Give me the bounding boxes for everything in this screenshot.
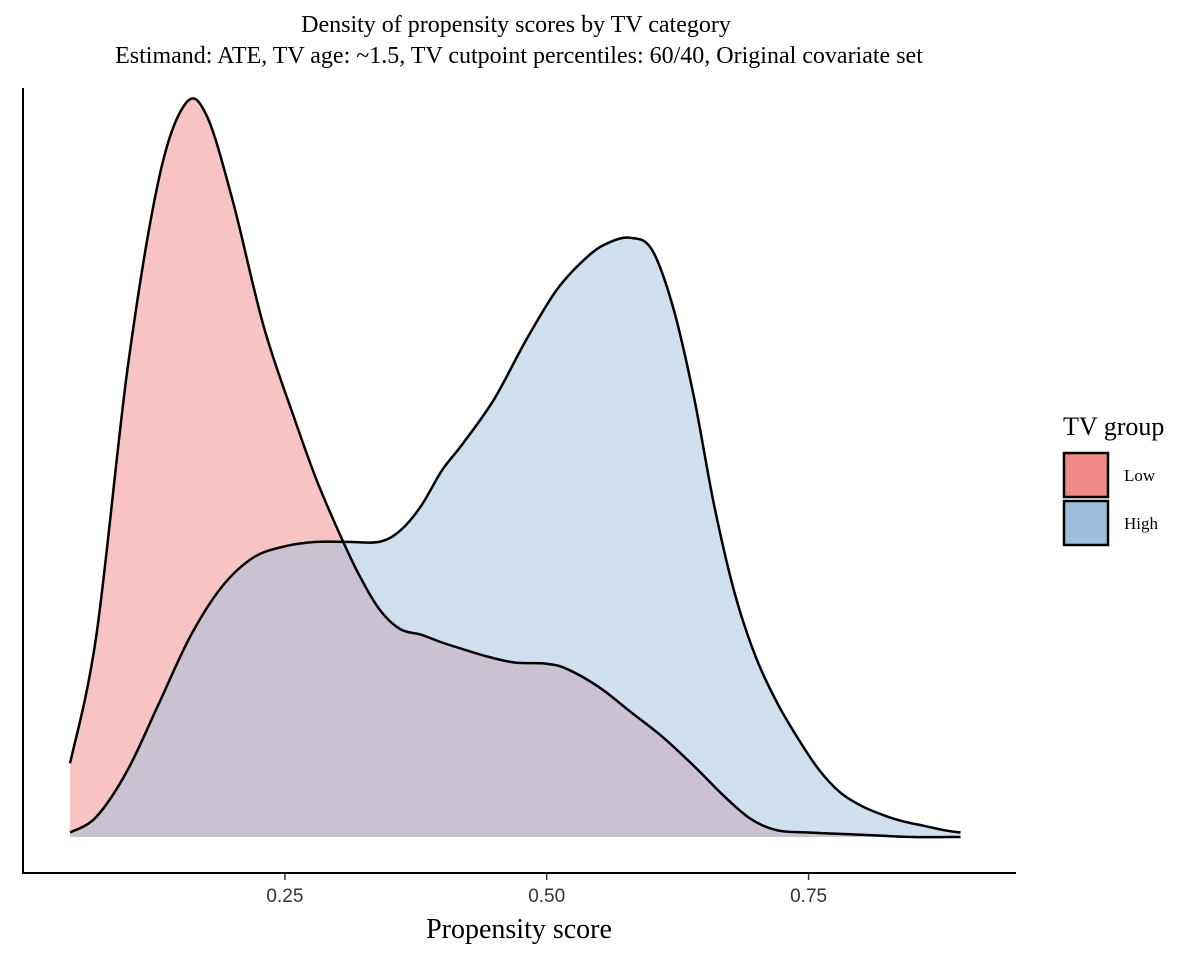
legend-key-high [1062, 499, 1110, 547]
x-tick-label: 0.50 [528, 886, 565, 907]
x-axis-label: Propensity score [426, 914, 612, 945]
chart-subtitle: Estimand: ATE, TV age: ~1.5, TV cutpoint… [115, 43, 923, 69]
x-tick-label: 0.75 [790, 886, 827, 907]
x-axis-ticks: 0.25 0.50 0.75 [266, 873, 827, 907]
legend-items: Low High [1062, 451, 1159, 547]
legend: TV group Low High [1062, 412, 1164, 547]
plot-area [68, 97, 961, 839]
density-line-low [68, 97, 961, 839]
chart-title: Density of propensity scores by TV categ… [301, 12, 731, 38]
legend-label-low: Low [1124, 466, 1156, 485]
legend-label-high: High [1124, 514, 1159, 533]
legend-title: TV group [1063, 412, 1164, 441]
x-tick-label: 0.25 [266, 886, 303, 907]
legend-key-low [1062, 451, 1110, 499]
density-area-high [70, 237, 961, 837]
density-line-high [69, 236, 961, 834]
